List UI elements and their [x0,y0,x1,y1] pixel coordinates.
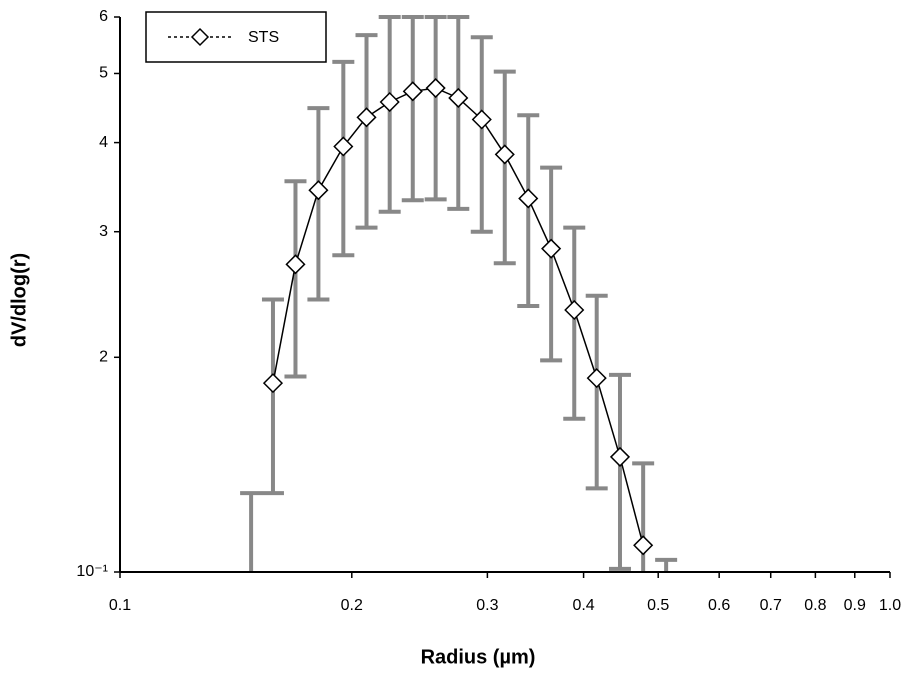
error-bar [401,15,424,203]
error-bar [378,15,401,214]
marker [633,535,654,556]
error-bar [261,297,284,496]
x-tick-label: 0.2 [341,597,363,614]
marker [379,91,400,113]
error-bar [493,69,516,266]
marker [333,136,354,157]
marker [518,188,539,209]
marker [586,368,607,389]
y-tick-label: 10⁻¹ [76,563,108,580]
x-tick-label: 0.1 [109,597,131,614]
marker [262,373,284,394]
error-bar [608,372,631,571]
marker [425,78,446,99]
y-tick-label: 3 [99,223,108,240]
marker [285,254,306,275]
x-tick-label: 0.6 [708,597,730,614]
error-bars [240,15,678,572]
error-bar [517,113,540,309]
error-bar [332,59,355,258]
legend-marker [190,27,210,47]
marker [541,238,562,259]
error-bar [585,293,608,491]
error-bar [655,557,678,572]
y-tick-label: 4 [99,134,108,151]
y-axis-label: dV/dlog(r) [8,253,30,347]
x-tick-label: 0.8 [804,597,826,614]
marker [471,109,492,130]
error-bar [563,225,586,421]
x-tick-label: 1.0 [879,597,901,614]
marker [494,144,515,165]
legend-label: STS [248,29,279,46]
error-bar [424,15,447,202]
marker [308,180,329,201]
error-bar [470,35,493,234]
markers [262,78,654,556]
error-bar [540,165,563,363]
y-tick-label: 2 [99,349,108,366]
legend-box [145,11,327,63]
x-tick-label: 0.5 [647,597,669,614]
error-bar [284,179,307,379]
error-bar [307,106,330,302]
x-tick-label: 0.9 [844,597,866,614]
error-bar [447,15,470,211]
error-bar [632,461,655,572]
marker [402,81,423,102]
marker [609,446,631,467]
x-axis-label: Radius (µm) [421,646,536,668]
marker [564,299,585,321]
y-tick-label: 5 [99,65,108,82]
error-bar [355,33,378,230]
marker [356,107,377,128]
error-bar [240,491,263,572]
marker [448,87,469,109]
y-tick-label: 6 [99,8,108,25]
x-tick-label: 0.3 [476,597,498,614]
x-tick-label: 0.4 [572,597,594,614]
x-tick-label: 0.7 [760,597,782,614]
